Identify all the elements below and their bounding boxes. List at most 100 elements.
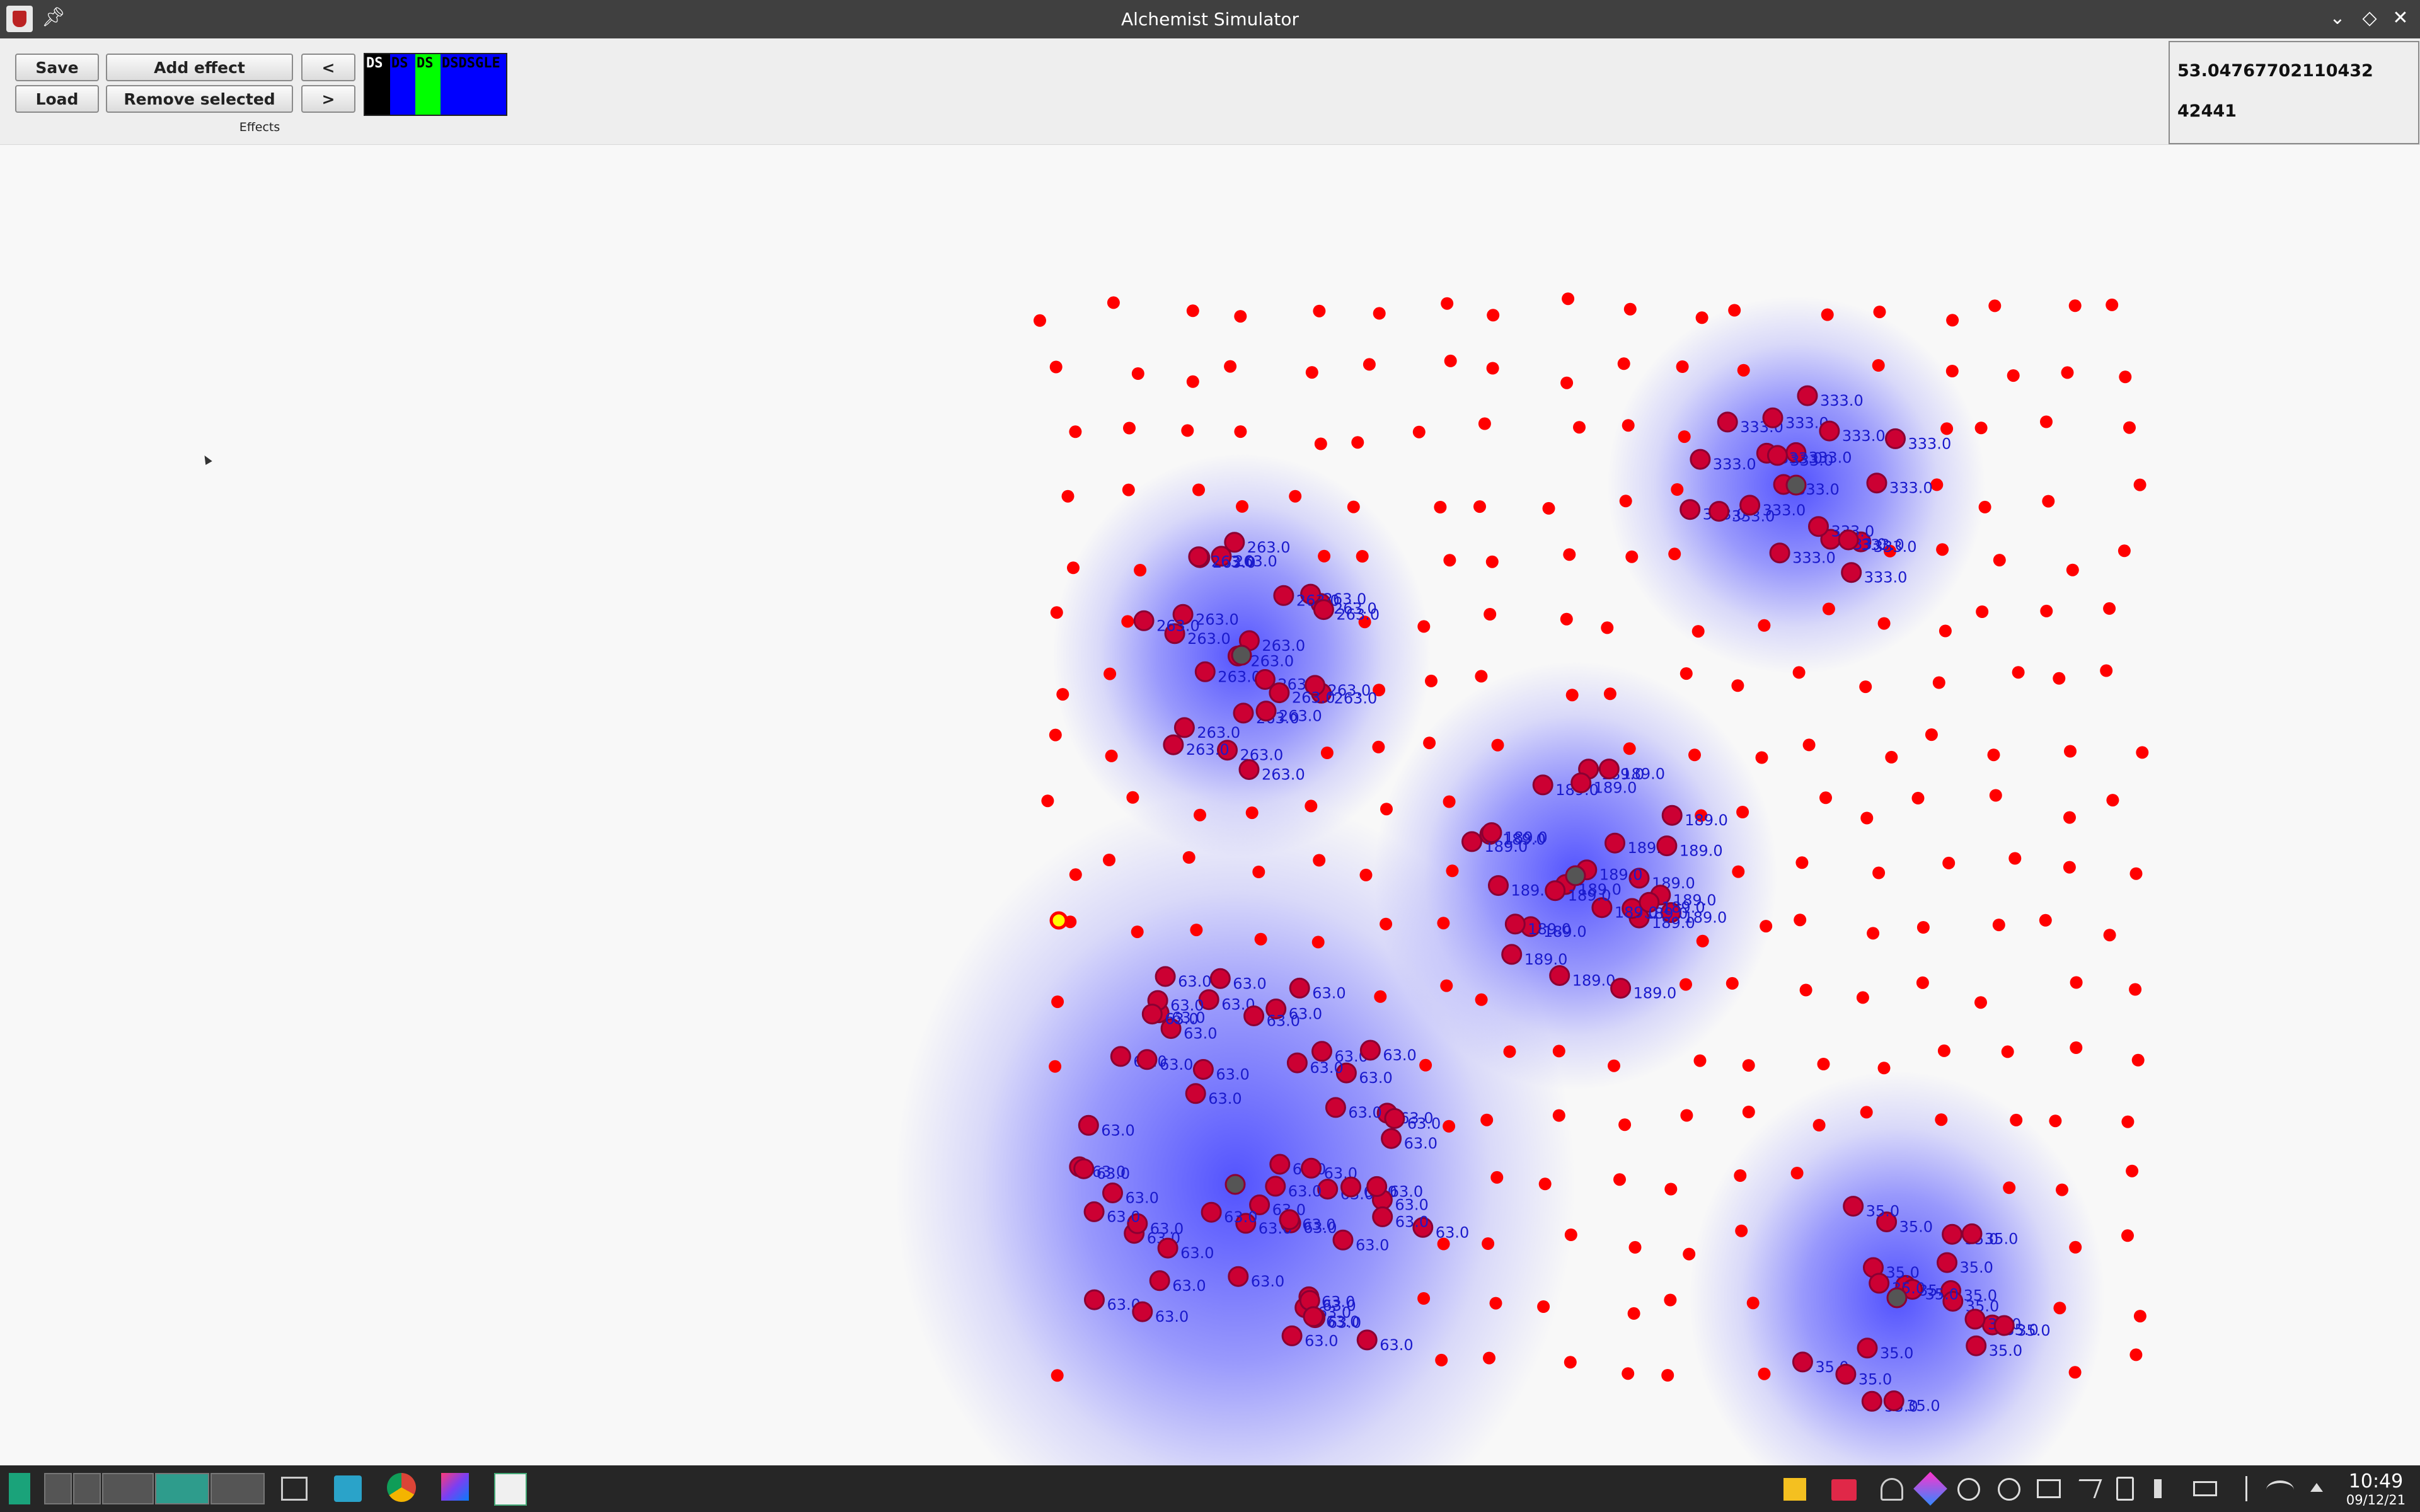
particle[interactable] (1363, 358, 1376, 371)
particle[interactable] (1542, 501, 1555, 515)
particle[interactable] (1320, 747, 1334, 759)
active-particle[interactable] (1591, 897, 1613, 919)
particle[interactable] (1732, 865, 1745, 878)
particle[interactable] (1742, 1059, 1755, 1072)
particle[interactable] (1313, 304, 1326, 318)
active-particle[interactable] (1265, 1176, 1286, 1197)
particle[interactable] (1608, 1059, 1620, 1072)
particle[interactable] (1103, 667, 1117, 680)
particle[interactable] (1552, 1109, 1565, 1122)
active-particle[interactable] (1964, 1309, 1986, 1330)
particle[interactable] (1734, 1169, 1747, 1182)
particle[interactable] (1314, 437, 1327, 450)
active-particle[interactable] (1366, 1176, 1388, 1197)
particle[interactable] (2042, 495, 2055, 508)
particle[interactable] (1560, 376, 1574, 389)
particle[interactable] (1347, 500, 1360, 513)
active-particle[interactable] (1883, 1390, 1904, 1411)
particle[interactable] (1758, 1367, 1771, 1380)
particle[interactable] (1034, 314, 1046, 327)
particle[interactable] (1503, 1045, 1516, 1058)
particle[interactable] (2119, 370, 2132, 384)
send-icon[interactable] (2072, 1479, 2102, 1498)
particle[interactable] (2040, 415, 2053, 428)
particle[interactable] (2012, 666, 2025, 679)
active-particle[interactable] (1286, 1052, 1308, 1074)
active-particle[interactable] (1937, 1252, 1957, 1273)
active-particle[interactable] (1861, 1390, 1882, 1412)
particle[interactable] (1434, 501, 1447, 513)
particle[interactable] (1939, 624, 1952, 638)
particle[interactable] (2100, 664, 2113, 677)
active-particle[interactable] (1545, 880, 1566, 902)
particle[interactable] (1790, 1167, 1804, 1179)
particle[interactable] (1478, 417, 1491, 430)
particle[interactable] (1486, 362, 1499, 375)
selected-particle[interactable] (1049, 911, 1068, 930)
particle[interactable] (2129, 983, 2142, 996)
active-particle[interactable] (1835, 1363, 1857, 1385)
particle[interactable] (1224, 360, 1237, 373)
particle[interactable] (1051, 995, 1064, 1009)
active-particle[interactable] (1311, 1041, 1332, 1062)
particle[interactable] (2007, 369, 2020, 382)
particle[interactable] (2103, 929, 2116, 942)
active-particle[interactable] (1317, 1179, 1339, 1200)
active-particle[interactable] (1157, 1237, 1178, 1259)
workspace-4[interactable] (155, 1473, 209, 1504)
active-particle[interactable] (1461, 831, 1482, 852)
particle[interactable] (1628, 1240, 1642, 1254)
active-particle[interactable] (1224, 532, 1245, 553)
particle[interactable] (1485, 555, 1499, 568)
active-particle[interactable] (1605, 832, 1625, 854)
particle[interactable] (1050, 606, 1063, 619)
add-effect-button[interactable]: Add effect (106, 54, 293, 81)
particle[interactable] (1437, 1237, 1450, 1251)
active-particle[interactable] (1136, 1049, 1158, 1070)
intellij-icon[interactable] (441, 1473, 469, 1501)
particle[interactable] (1622, 419, 1635, 432)
particle[interactable] (1123, 421, 1136, 435)
active-particle[interactable] (1966, 1335, 1987, 1356)
particle[interactable] (1680, 1109, 1693, 1122)
active-particle[interactable] (1838, 529, 1859, 551)
active-particle[interactable] (1228, 1266, 1249, 1287)
particle[interactable] (1305, 799, 1318, 813)
particle[interactable] (2063, 861, 2076, 874)
source-particle[interactable] (1785, 474, 1807, 496)
particle[interactable] (1935, 1113, 1948, 1126)
particle[interactable] (1236, 500, 1248, 513)
active-particle[interactable] (1279, 1209, 1300, 1230)
active-particle[interactable] (1211, 546, 1232, 567)
active-particle[interactable] (1628, 868, 1650, 889)
particle[interactable] (1916, 921, 1930, 934)
particle[interactable] (1475, 993, 1488, 1006)
active-particle[interactable] (1155, 966, 1176, 987)
bell-icon[interactable] (1881, 1478, 1903, 1501)
particle[interactable] (1126, 791, 1139, 804)
particle[interactable] (1603, 687, 1616, 701)
active-particle[interactable] (1198, 989, 1219, 1011)
active-particle[interactable] (1869, 1273, 1890, 1294)
particle[interactable] (1417, 620, 1431, 633)
next-effect-button[interactable]: > (301, 85, 355, 113)
particle[interactable] (1627, 1307, 1640, 1320)
note-icon[interactable] (1783, 1478, 1806, 1501)
particle[interactable] (1680, 667, 1693, 680)
particle[interactable] (1181, 424, 1194, 437)
particle[interactable] (1940, 422, 1954, 435)
particle[interactable] (1735, 1224, 1748, 1237)
active-particle[interactable] (1127, 1213, 1148, 1234)
active-particle[interactable] (1172, 604, 1194, 625)
particle[interactable] (1728, 304, 1741, 317)
particle[interactable] (2136, 746, 2149, 759)
particle[interactable] (1435, 1353, 1448, 1366)
clock[interactable]: 10:49 09/12/21 (2335, 1470, 2417, 1508)
particle[interactable] (1107, 296, 1120, 309)
particle[interactable] (1676, 360, 1689, 373)
particle[interactable] (2133, 1310, 2146, 1323)
particle[interactable] (1664, 1183, 1678, 1196)
particle[interactable] (1565, 689, 1579, 702)
particle[interactable] (1688, 748, 1701, 762)
active-particle[interactable] (1249, 1194, 1270, 1215)
